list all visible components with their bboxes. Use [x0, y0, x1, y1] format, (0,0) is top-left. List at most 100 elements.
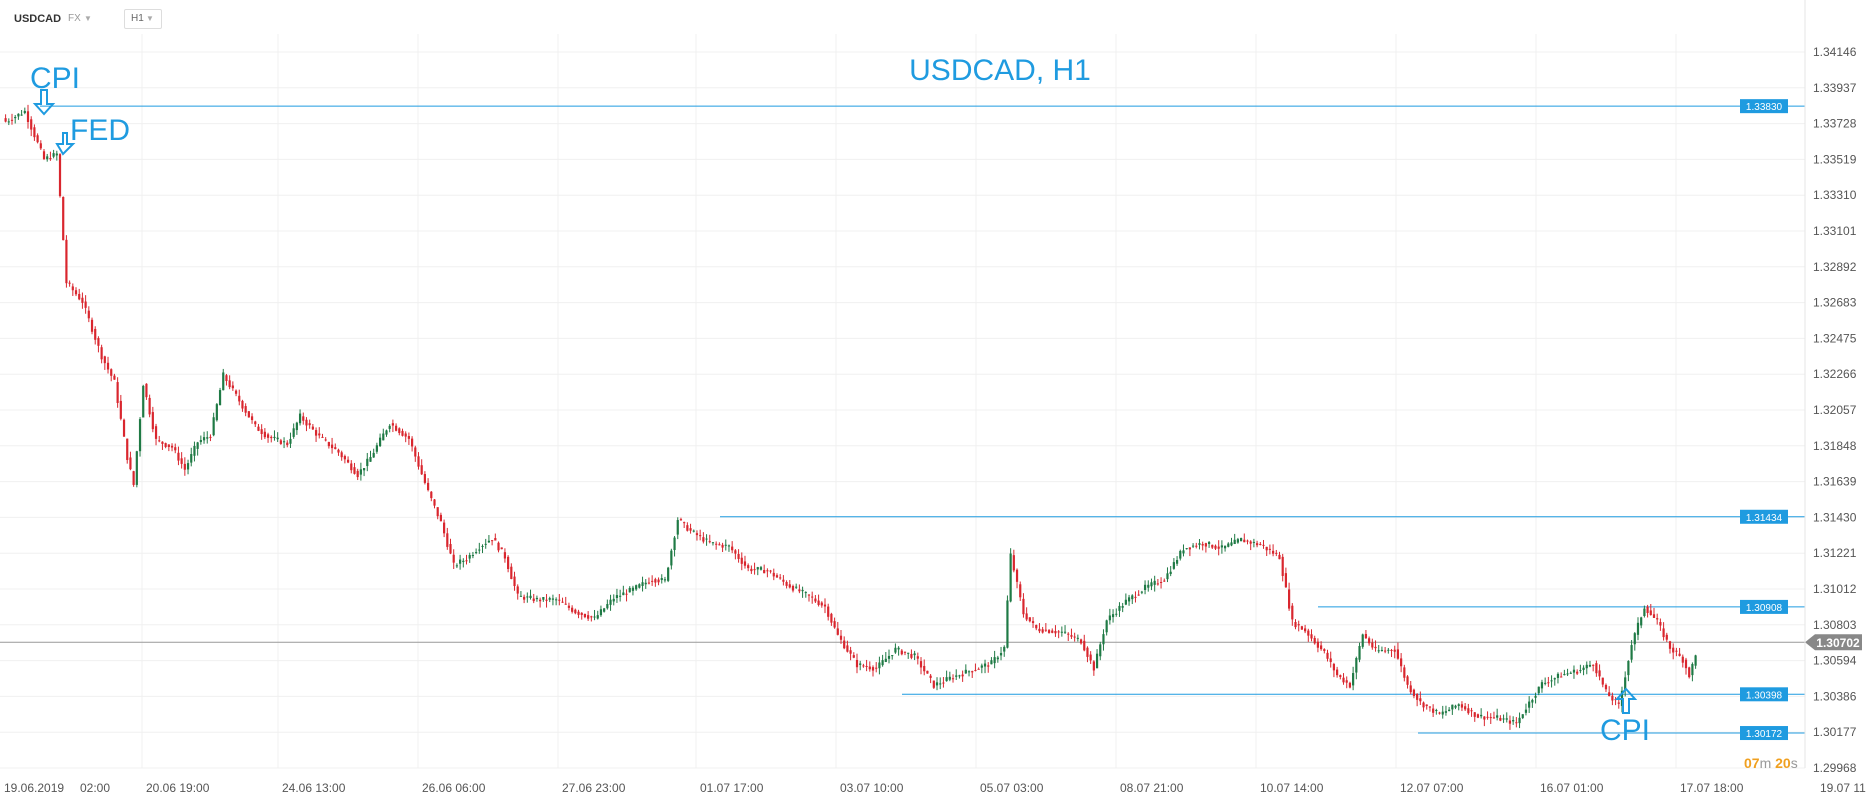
candle — [1323, 648, 1326, 654]
candle-body — [651, 580, 654, 582]
candle-body — [1364, 633, 1368, 639]
candle-body — [907, 652, 910, 654]
candle — [705, 534, 708, 546]
market-label[interactable]: FX — [68, 13, 81, 24]
candle-body — [410, 438, 414, 447]
candle-body — [318, 433, 321, 436]
candle-body — [222, 372, 225, 391]
candle — [839, 630, 843, 644]
candle — [763, 564, 766, 574]
candle-body — [23, 110, 26, 114]
candle-body — [1239, 538, 1243, 542]
candle-body — [1435, 709, 1438, 711]
candle — [942, 676, 945, 688]
candle — [1086, 646, 1089, 663]
level-tag-label: 1.31434 — [1746, 513, 1783, 524]
symbol-label[interactable]: USDCAD — [14, 13, 62, 25]
candle — [846, 640, 849, 653]
candle-body — [39, 143, 42, 149]
candle — [1079, 638, 1083, 645]
candle-body — [71, 286, 74, 291]
candle-body — [1281, 556, 1284, 576]
candle-body — [1230, 542, 1233, 546]
candle-body — [500, 547, 503, 550]
candle — [702, 532, 705, 544]
candle — [695, 530, 699, 541]
candle — [660, 574, 663, 584]
candle-body — [1585, 664, 1588, 669]
candle-body — [788, 584, 791, 588]
candle-body — [1105, 620, 1108, 633]
candle — [1400, 653, 1403, 673]
candle-body — [231, 385, 234, 389]
candle-body — [590, 616, 593, 618]
candle — [1636, 617, 1640, 641]
candle — [859, 660, 862, 671]
candle — [676, 517, 679, 540]
candle — [1640, 616, 1643, 629]
candle — [1480, 708, 1483, 719]
candle-body — [196, 442, 199, 449]
candle-body — [52, 153, 55, 157]
candle-body — [263, 431, 266, 438]
candle-body — [1006, 600, 1009, 648]
candle — [1531, 698, 1534, 708]
candle — [929, 673, 932, 684]
candle — [711, 542, 715, 546]
candle — [1476, 713, 1480, 719]
candle — [910, 649, 913, 660]
candle-body — [974, 669, 977, 671]
candle-body — [164, 443, 167, 447]
x-tick-label: 24.06 13:00 — [282, 781, 346, 795]
candle — [1624, 671, 1627, 697]
candle-body — [1284, 573, 1288, 588]
candle-body — [1368, 638, 1371, 644]
market-chevron-down-icon[interactable]: ▼ — [84, 14, 92, 23]
candle — [526, 592, 529, 603]
candle-body — [1592, 664, 1595, 666]
candle — [599, 605, 603, 617]
candle-body — [138, 419, 142, 452]
candle — [1230, 537, 1233, 547]
candle — [1390, 648, 1393, 658]
candle — [1521, 714, 1524, 720]
candle — [375, 442, 378, 454]
candle-body — [1432, 708, 1435, 713]
candle-body — [1470, 710, 1473, 712]
timeframe-select[interactable]: H1 ▼ — [124, 9, 162, 29]
candle-body — [1326, 652, 1329, 659]
candle — [996, 655, 999, 663]
candle — [305, 417, 308, 432]
candle — [756, 566, 759, 576]
candle-body — [206, 437, 209, 439]
candle — [385, 429, 388, 437]
candle — [497, 541, 500, 553]
level-tag-label: 1.33830 — [1746, 102, 1783, 113]
candle-body — [628, 587, 631, 593]
candle-body — [58, 154, 62, 197]
candle-body — [84, 301, 87, 308]
candle-body — [1480, 714, 1483, 717]
candle-body — [401, 430, 404, 436]
candle — [266, 432, 270, 443]
candle — [1662, 622, 1665, 641]
y-tick-label: 1.30594 — [1813, 654, 1857, 668]
candle-body — [487, 540, 491, 543]
candle-body — [679, 519, 683, 521]
candle — [1457, 703, 1460, 711]
candle — [1540, 679, 1544, 693]
candle-body — [135, 451, 138, 485]
candle — [327, 441, 330, 449]
candle-body — [791, 586, 795, 591]
candle — [481, 544, 484, 554]
candle-body — [779, 577, 782, 579]
candle — [1320, 641, 1323, 651]
x-tick-label: 19.06.2019 — [4, 781, 64, 795]
candle — [862, 663, 865, 668]
candle-body — [1300, 626, 1304, 630]
candle-body — [170, 445, 174, 448]
candle-body — [1079, 639, 1083, 644]
candle-body — [545, 599, 548, 601]
candle — [1204, 542, 1207, 553]
